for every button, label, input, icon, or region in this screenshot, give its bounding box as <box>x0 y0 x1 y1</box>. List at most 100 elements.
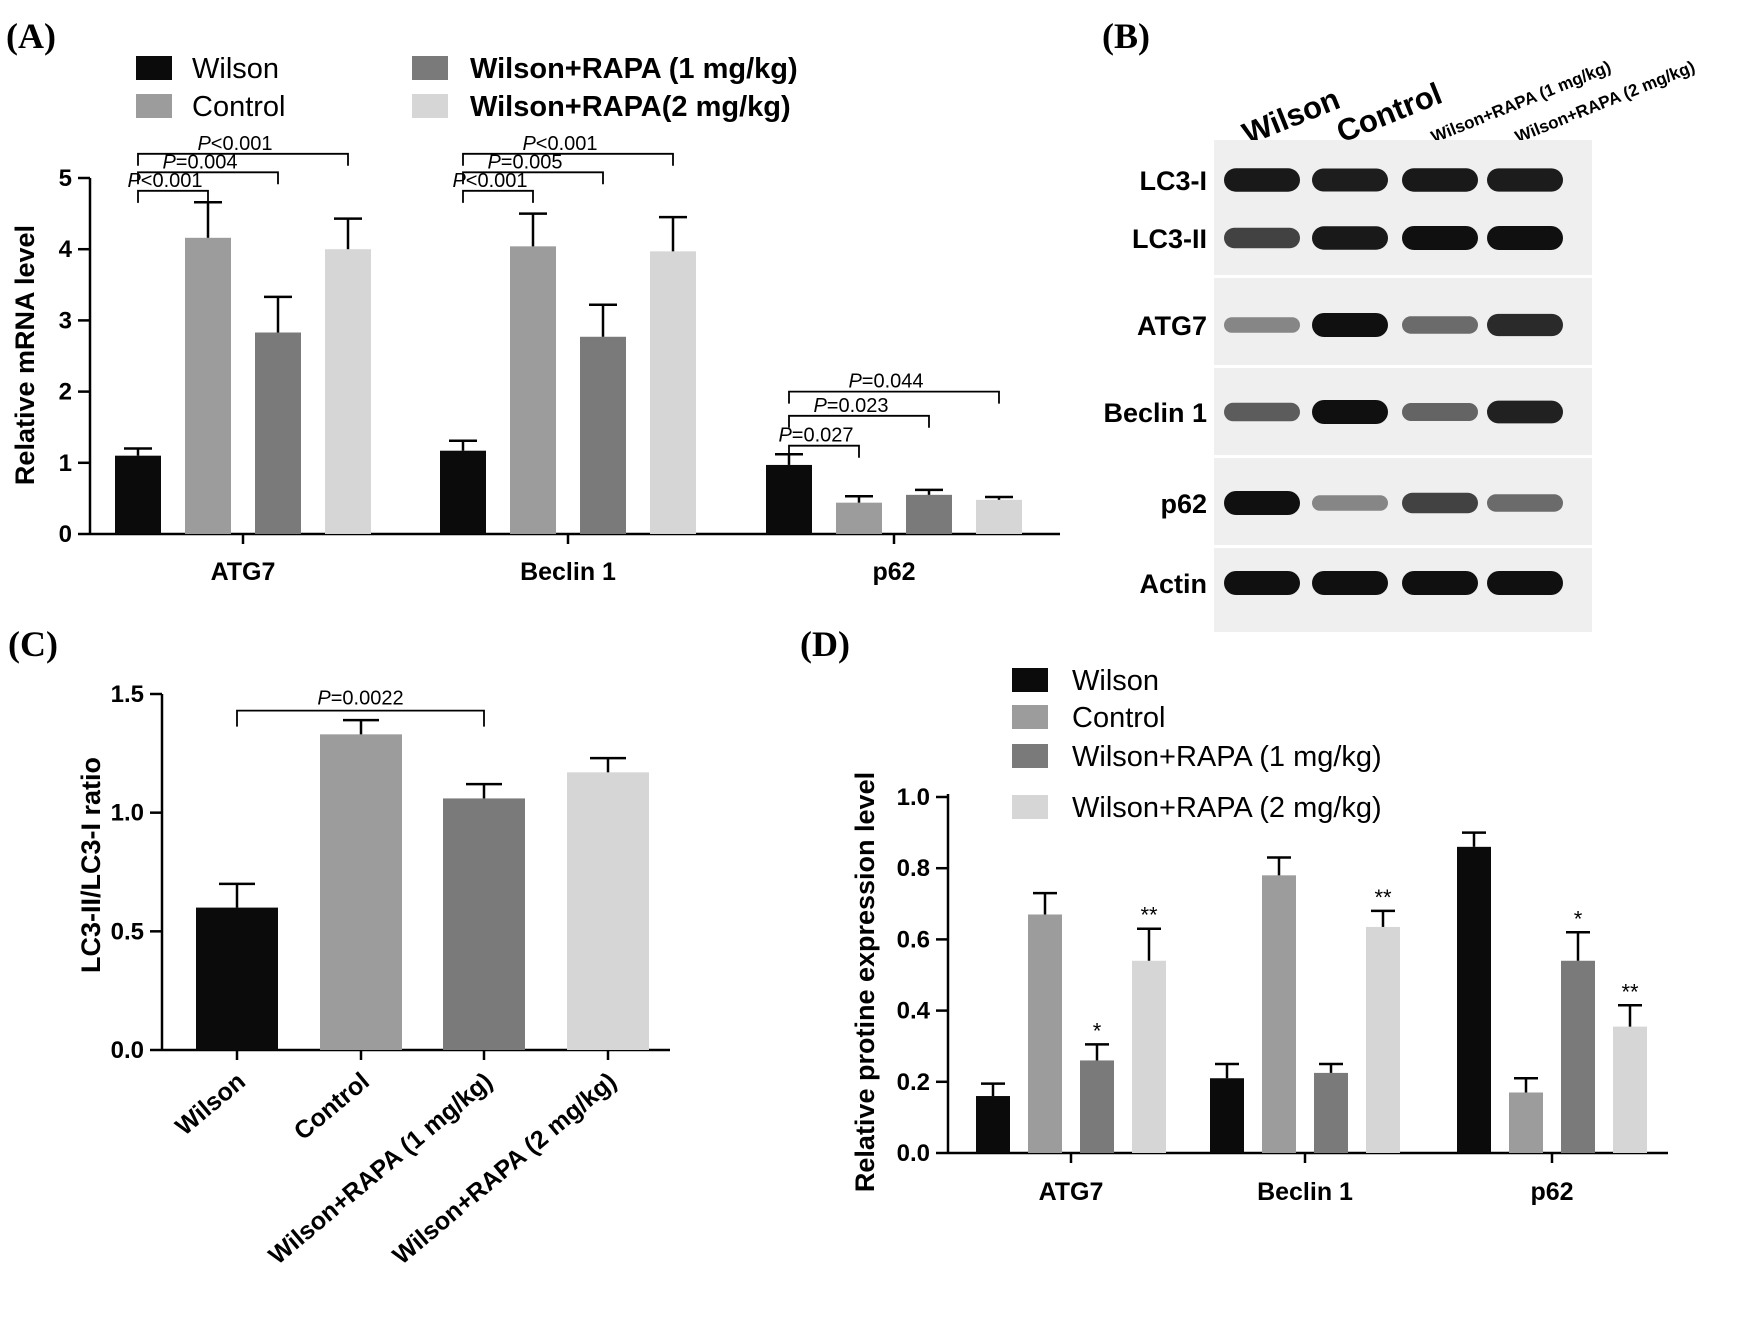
legend-label: Wilson+RAPA (2 mg/kg) <box>1072 792 1382 824</box>
legend-label: Wilson <box>1072 665 1159 697</box>
bar <box>1210 1078 1244 1153</box>
blot-band <box>1402 316 1478 334</box>
chart-d: Wilson Control Wilson+RAPA (1 mg/kg) Wil… <box>850 665 1668 1206</box>
comparison-bracket <box>236 709 485 727</box>
legend-label: Control <box>1072 702 1166 734</box>
legend-swatch <box>136 94 172 118</box>
blot-membrane <box>1214 140 1592 275</box>
chart-a-yticks: 0 1 2 3 4 5 <box>59 165 90 548</box>
comparison-bracket <box>788 390 1000 404</box>
y-tick-label: 0 <box>59 521 72 548</box>
bar <box>320 734 402 1050</box>
comparison-bracket <box>137 189 209 203</box>
blot-rows: LC3-I LC3-II ATG7 Beclin 1 p62 Actin <box>1103 140 1592 632</box>
category-label: Beclin 1 <box>1257 1178 1353 1206</box>
panel-label-a: (A) <box>6 16 56 56</box>
blot-row-label: Actin <box>1140 569 1208 599</box>
p-value-label: P=0.044 <box>848 371 923 393</box>
legend-label: Wilson+RAPA(2 mg/kg) <box>470 91 791 123</box>
bar <box>1561 960 1595 1153</box>
chart-d-ylabel: Relative protine expression level <box>850 772 880 1192</box>
chart-c-yticks: 0.0 0.5 1.0 1.5 <box>111 681 162 1064</box>
bar <box>1028 914 1062 1153</box>
y-tick-label: 2 <box>59 379 72 406</box>
bar <box>255 332 301 534</box>
blot-band <box>1402 168 1478 192</box>
bar <box>443 798 525 1050</box>
bar <box>1509 1092 1543 1153</box>
legend-swatch <box>1012 744 1048 768</box>
comparison-bracket <box>462 189 534 203</box>
panel-label-b: (B) <box>1102 16 1150 56</box>
blot-band <box>1402 571 1478 595</box>
significance-star: * <box>1093 1018 1102 1043</box>
chart-d-bars <box>976 831 1647 1163</box>
category-label: p62 <box>872 558 915 586</box>
p-symbol: P <box>317 688 331 710</box>
p-value-label: P<0.001 <box>522 133 597 155</box>
chart-a: Wilson Control Wilson+RAPA (1 mg/kg) Wil… <box>10 53 1060 586</box>
blot-band <box>1402 403 1478 421</box>
legend-swatch <box>412 56 448 80</box>
y-tick-label: 5 <box>59 165 72 192</box>
p-value: <0.001 <box>141 170 203 192</box>
legend-label: Wilson+RAPA (1 mg/kg) <box>1072 741 1382 773</box>
category-label: Wilson+RAPA (2 mg/kg) <box>387 1067 621 1270</box>
comparison-bracket <box>137 171 279 185</box>
y-tick-label: 0.0 <box>111 1037 144 1064</box>
p-value-label: P=0.023 <box>813 395 888 417</box>
p-value: =0.027 <box>792 425 854 447</box>
blot-band <box>1312 495 1388 511</box>
blot-band <box>1402 492 1478 514</box>
comparison-bracket <box>788 414 930 428</box>
bar <box>976 499 1022 534</box>
p-value-label: P=0.005 <box>487 151 562 173</box>
blot-band <box>1487 571 1563 595</box>
bar <box>196 907 278 1050</box>
comparison-bracket <box>788 444 860 458</box>
chart-a-ylabel: Relative mRNA level <box>10 225 40 485</box>
chart-c-comparisons: P=0.0022 <box>236 688 485 727</box>
p-value-label: P=0.027 <box>778 425 853 447</box>
p-symbol: P <box>848 371 862 393</box>
p-symbol: P <box>813 395 827 417</box>
blot-row-label: p62 <box>1160 489 1207 519</box>
p-value: =0.005 <box>501 151 563 173</box>
blot-band <box>1487 313 1563 337</box>
p-symbol: P <box>197 133 211 155</box>
y-tick-label: 1.0 <box>897 784 930 811</box>
bar <box>1613 1026 1647 1153</box>
blot-band <box>1224 571 1300 595</box>
y-tick-label: 1.0 <box>111 800 144 827</box>
blot-band <box>1312 313 1388 337</box>
p-value: <0.001 <box>536 133 598 155</box>
p-value: =0.0022 <box>331 688 404 710</box>
category-label: Beclin 1 <box>520 558 616 586</box>
chart-a-categories: ATG7 Beclin 1 p62 <box>211 558 916 586</box>
p-value: =0.023 <box>827 395 889 417</box>
blot-band <box>1312 400 1388 424</box>
legend-label: Wilson <box>192 53 279 85</box>
p-symbol: P <box>778 425 792 447</box>
category-label: p62 <box>1530 1178 1573 1206</box>
p-value-label: P=0.0022 <box>317 688 403 710</box>
category-label: ATG7 <box>211 558 276 586</box>
p-value-label: P=0.004 <box>162 151 237 173</box>
chart-a-comparisons: P<0.001P=0.004P<0.001P<0.001P=0.005P<0.0… <box>127 133 1000 458</box>
blot-band <box>1224 402 1300 422</box>
blot-band <box>1312 168 1388 192</box>
comparison-bracket <box>462 152 674 166</box>
y-tick-label: 0.6 <box>897 926 930 953</box>
y-tick-label: 0.0 <box>897 1140 930 1167</box>
bar <box>650 251 696 534</box>
bar <box>906 494 952 534</box>
chart-a-bars <box>115 200 1022 544</box>
blot-band <box>1487 226 1563 250</box>
blot-band <box>1224 227 1300 249</box>
chart-a-legend: Wilson Control Wilson+RAPA (1 mg/kg) Wil… <box>136 53 798 123</box>
bar <box>1314 1072 1348 1153</box>
